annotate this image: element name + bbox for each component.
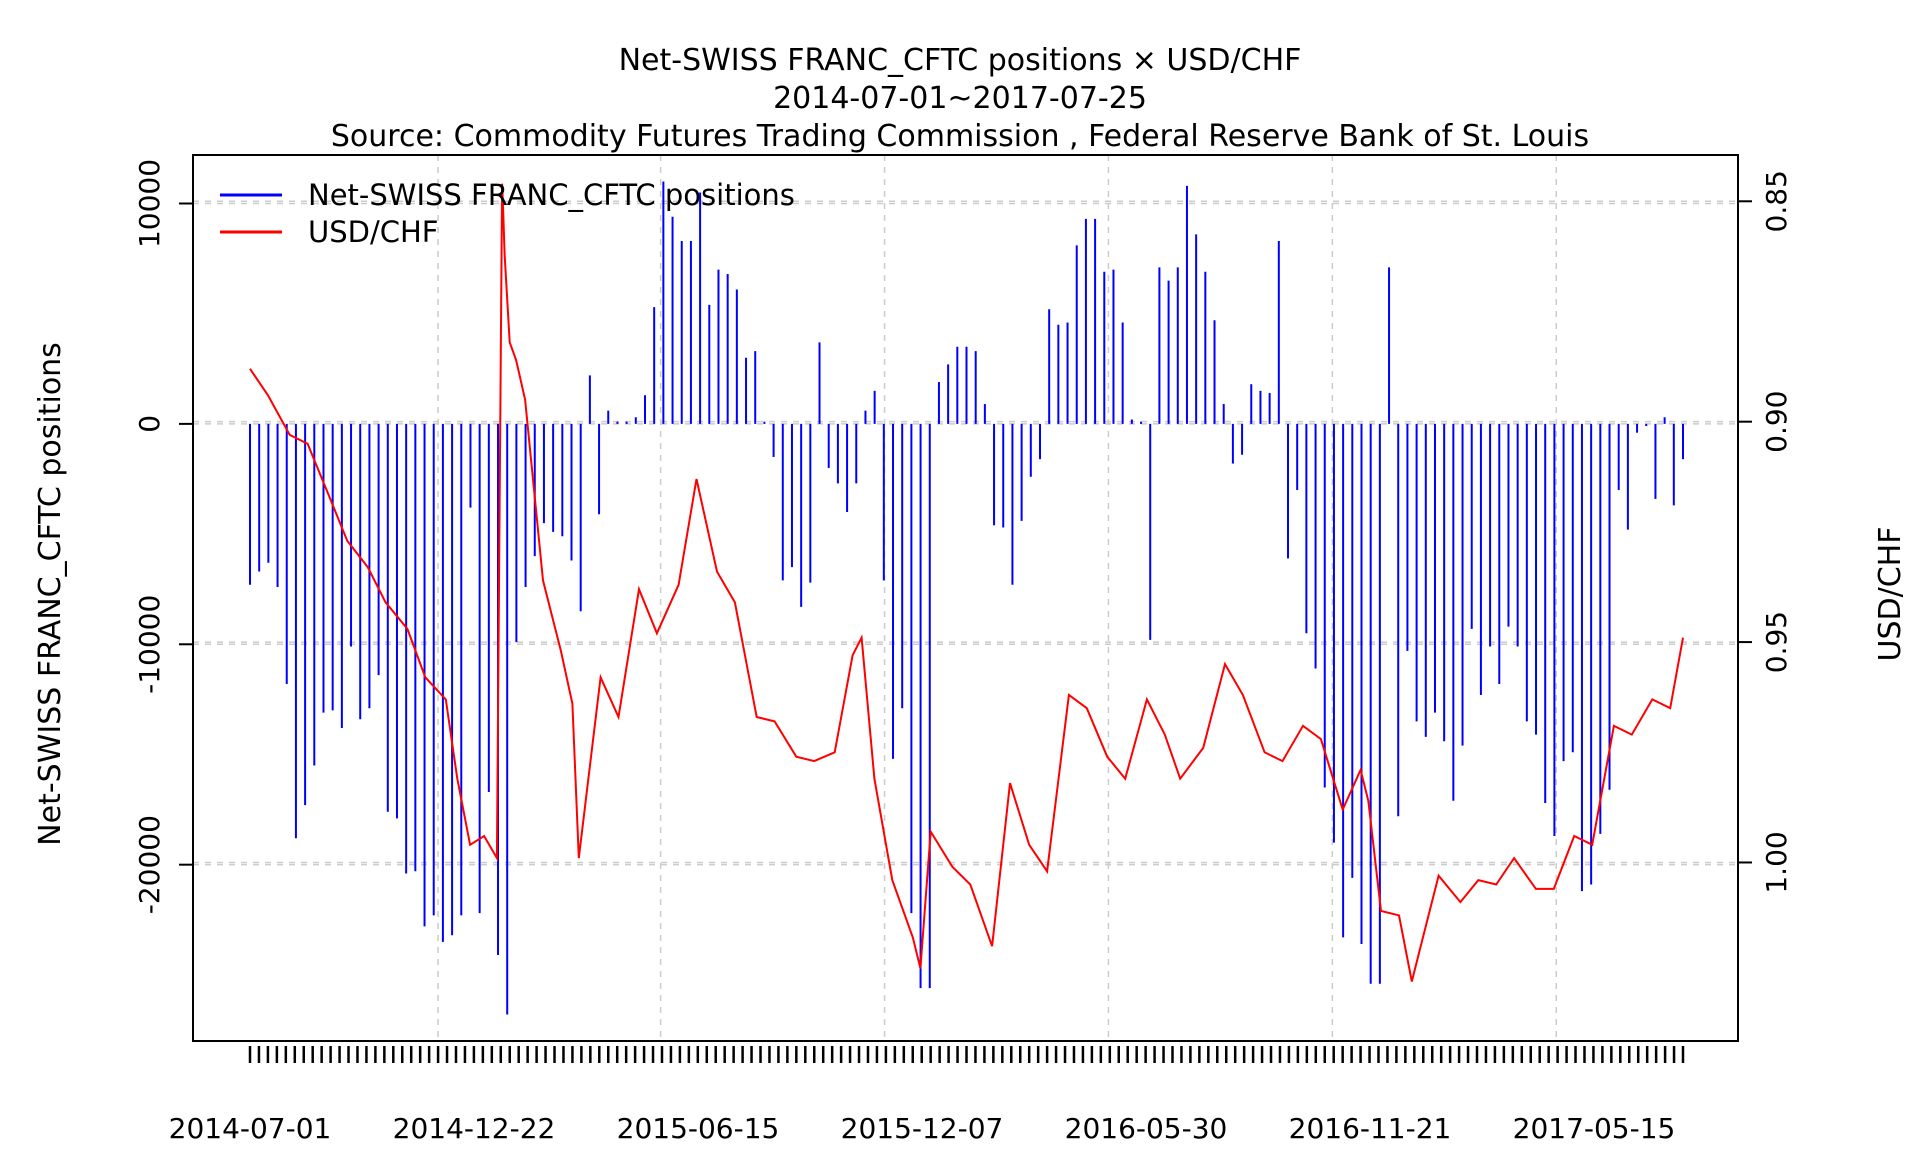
- y-left-tick-label: 0: [133, 415, 166, 433]
- y-right-tick-label: 1.00: [1760, 831, 1793, 893]
- usdchf-line: [249, 183, 1684, 982]
- y-left-tick-label: -20000: [133, 815, 166, 914]
- y-right-tick-label: 0.95: [1760, 611, 1793, 673]
- y-left-tick-label: -10000: [133, 595, 166, 694]
- legend-label-positions: Net-SWISS FRANC_CFTC positions: [308, 178, 795, 212]
- y-axis-right-label: USD/CHF: [1873, 527, 1908, 662]
- chart-subtitle-dates: 2014-07-01~2017-07-25: [773, 81, 1147, 116]
- x-tick-label: 2016-11-21: [1289, 1112, 1452, 1145]
- chart-subtitle-source: Source: Commodity Futures Trading Commis…: [331, 119, 1589, 154]
- y-right-tick-label: 0.85: [1760, 170, 1793, 232]
- x-tick-label: 2014-12-22: [393, 1112, 556, 1145]
- x-tick-label: 2015-06-15: [617, 1112, 780, 1145]
- y-left-tick-label: 10000: [133, 159, 166, 248]
- plot-area: 10000 0 -10000 -20000 0.85 0.90 0.95 1.00 2014-0…: [133, 154, 1793, 1145]
- x-tick-label: 2017-05-15: [1513, 1112, 1676, 1145]
- x-tick-label: 2015-12-07: [841, 1112, 1004, 1145]
- y-right-tick-label: 0.90: [1760, 391, 1793, 453]
- chart-title: Net-SWISS FRANC_CFTC positions × USD/CHF: [619, 43, 1302, 78]
- y-axis-left-label: Net-SWISS FRANC_CFTC positions: [33, 342, 68, 846]
- x-tick-label: 2014-07-01: [169, 1112, 332, 1145]
- legend-label-usdchf: USD/CHF: [308, 215, 438, 249]
- x-tick-label: 2016-05-30: [1065, 1112, 1228, 1145]
- plot-frame: [192, 154, 1739, 1042]
